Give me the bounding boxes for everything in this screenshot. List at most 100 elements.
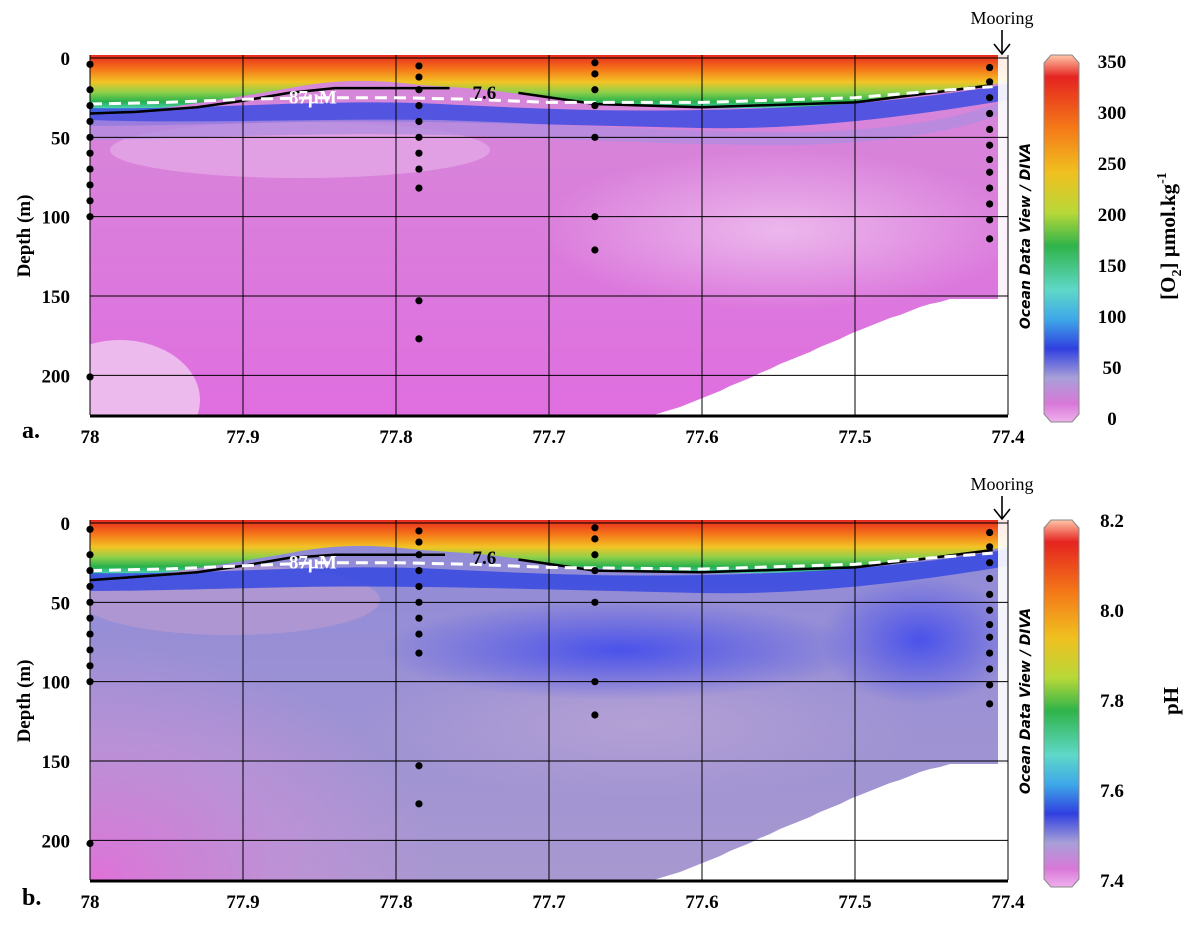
- station-dot: [86, 197, 94, 205]
- colorbar-tick-label: 250: [1098, 154, 1127, 175]
- station-dot: [415, 73, 423, 81]
- station-dot: [86, 598, 94, 606]
- station-dot: [591, 711, 599, 719]
- y-tick-label: 100: [42, 673, 71, 694]
- blue-core: [380, 600, 860, 700]
- station-dot: [986, 528, 994, 537]
- station-dot: [591, 86, 599, 94]
- station-dot: [986, 184, 994, 192]
- mooring-line: [998, 520, 1008, 764]
- contour-label-87uM: 87µM: [289, 88, 337, 109]
- x-tick-label: 77.8: [379, 427, 412, 448]
- contour-87uM: [89, 85, 993, 106]
- y-tick-label: 0: [61, 49, 71, 70]
- station-dot: [415, 133, 423, 141]
- station-dot: [591, 678, 599, 686]
- station-dot: [591, 70, 599, 78]
- station-dot: [986, 559, 994, 567]
- station-dot: [86, 630, 94, 638]
- station-dot: [86, 213, 94, 221]
- y-axis-label: Depth (m): [14, 660, 35, 743]
- colorbar-tick-label: 350: [1098, 52, 1127, 73]
- station-dot: [591, 535, 599, 543]
- station-dot: [986, 155, 994, 164]
- gridlines: [89, 520, 1009, 880]
- x-tick-label: 77.5: [838, 892, 871, 913]
- y-tick-label: 150: [42, 752, 71, 773]
- colorbar-tick-label: 8.2: [1100, 511, 1124, 532]
- station-dot: [415, 86, 423, 94]
- colorbar-tick-label: 50: [1103, 358, 1122, 379]
- mooring-label: Mooring: [971, 474, 1034, 494]
- mooring-line: [998, 55, 1008, 299]
- station-dot: [591, 567, 599, 575]
- x-tick-label: 77.5: [838, 427, 871, 448]
- colorbar-tick-label: 7.4: [1100, 871, 1124, 892]
- station-dot: [415, 117, 423, 126]
- x-tick-label: 77.9: [226, 427, 259, 448]
- station-dot: [986, 94, 994, 102]
- y-tick-labels: 0 50 100 150 200: [42, 514, 71, 852]
- x-tick-label: 77.7: [532, 427, 566, 448]
- station-dot: [86, 551, 94, 559]
- station-dot: [415, 62, 423, 70]
- x-tick-label: 77.7: [532, 892, 566, 913]
- station-dot: [415, 614, 423, 622]
- contours: 87µM 7.6: [89, 548, 993, 582]
- station-dot: [415, 149, 423, 157]
- station-dot: [415, 297, 423, 305]
- colorbar-tick-label: 7.6: [1100, 781, 1124, 802]
- x-tick-label: 77.9: [226, 892, 259, 913]
- station-dot: [86, 149, 94, 157]
- colorbar: [1043, 519, 1080, 888]
- station-dot: [591, 59, 599, 67]
- watermark: Ocean Data View / DIVA: [1018, 143, 1034, 329]
- station-dot: [415, 102, 423, 110]
- station-dot: [986, 63, 994, 72]
- y-tick-label: 100: [42, 208, 71, 229]
- station-dot: [86, 165, 94, 173]
- station-dot: [591, 102, 599, 110]
- station-dot: [415, 582, 423, 591]
- station-dot: [415, 567, 423, 575]
- station-dot: [986, 141, 994, 149]
- x-tick-label: 77.6: [685, 427, 718, 448]
- colorbar: [1043, 54, 1080, 423]
- station-dot: [986, 109, 994, 118]
- station-dot: [86, 181, 94, 189]
- station-dot: [986, 606, 994, 614]
- station-dot: [86, 662, 94, 670]
- panel-label: a.: [22, 418, 40, 444]
- x-tick-labels: 78 77.9 77.8 77.7 77.6 77.5 77.4: [81, 427, 1026, 448]
- y-axis-label: Depth (m): [14, 195, 35, 278]
- station-dot: [86, 678, 94, 686]
- y-tick-label: 150: [42, 287, 71, 308]
- station-dot: [591, 551, 599, 559]
- colorbar-tick-label: 100: [1098, 307, 1127, 328]
- station-dot: [986, 633, 994, 641]
- heatmap-field: [90, 520, 1008, 882]
- station-dot: [986, 235, 994, 243]
- contour-7-6: [518, 548, 993, 574]
- station-dot: [86, 60, 94, 68]
- station-dot: [986, 574, 994, 583]
- station-dot: [86, 582, 94, 591]
- colorbar-tick-label: 200: [1098, 205, 1127, 226]
- station-dot: [86, 373, 94, 381]
- seafloor-mask: [650, 764, 1008, 882]
- station-dot: [86, 525, 94, 533]
- station-dot: [86, 839, 94, 848]
- station-dot: [986, 78, 994, 86]
- colorbar-tick-labels: 8.2 8.0 7.8 7.6 7.4: [1100, 511, 1124, 892]
- y-tick-label: 0: [61, 514, 71, 535]
- colorbar-tick-label: 8.0: [1100, 601, 1124, 622]
- contour-label-7-6: 7.6: [473, 548, 497, 569]
- station-dot: [415, 527, 423, 535]
- x-tick-label: 78: [81, 892, 100, 913]
- station-dot: [415, 184, 423, 192]
- station-dots: [86, 524, 994, 848]
- colorbar-label: [O2] µmol.kg-1: [1155, 172, 1185, 300]
- x-tick-label: 77.4: [991, 892, 1025, 913]
- gridlines: [89, 55, 1009, 415]
